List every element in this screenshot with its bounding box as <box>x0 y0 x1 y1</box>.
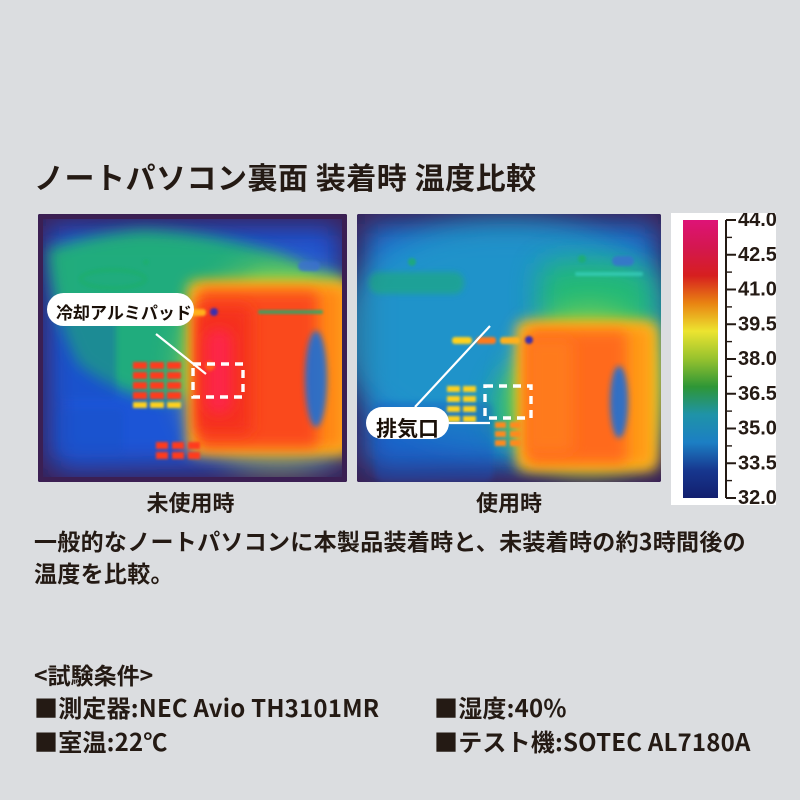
svg-text:44.0: 44.0 <box>738 213 776 231</box>
svg-text:35.0: 35.0 <box>738 418 776 440</box>
svg-text:42.5: 42.5 <box>738 244 776 266</box>
svg-text:39.5: 39.5 <box>738 313 776 335</box>
svg-text:33.5: 33.5 <box>738 452 776 474</box>
svg-text:38.0: 38.0 <box>738 348 776 370</box>
svg-text:32.0: 32.0 <box>738 487 776 505</box>
svg-text:36.5: 36.5 <box>738 383 776 405</box>
svg-text:41.0: 41.0 <box>738 279 776 301</box>
